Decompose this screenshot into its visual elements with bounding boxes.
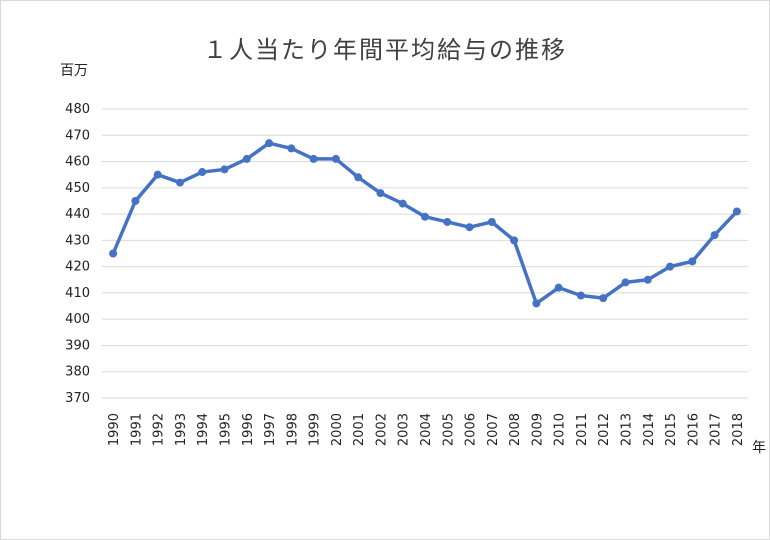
y-tick-label: 420 bbox=[65, 260, 90, 275]
data-point bbox=[354, 173, 363, 182]
x-tick-label: 2005 bbox=[441, 413, 456, 446]
x-tick-label: 2014 bbox=[642, 413, 657, 446]
data-point bbox=[576, 291, 585, 300]
data-point bbox=[688, 257, 697, 266]
y-tick-label: 470 bbox=[65, 128, 90, 143]
data-point bbox=[198, 168, 207, 177]
data-point bbox=[398, 199, 407, 208]
data-point bbox=[242, 154, 251, 163]
data-point bbox=[510, 236, 519, 245]
y-tick-label: 370 bbox=[65, 391, 90, 406]
data-point bbox=[465, 223, 474, 232]
data-point bbox=[309, 154, 318, 163]
x-tick-label: 2010 bbox=[553, 413, 568, 446]
x-tick-label: 1998 bbox=[285, 413, 300, 446]
x-tick-label: 1995 bbox=[219, 413, 234, 446]
x-tick-label: 1997 bbox=[263, 413, 278, 446]
x-tick-label: 2016 bbox=[686, 413, 701, 446]
chart-title: １人当たり年間平均給与の推移 bbox=[203, 36, 567, 64]
data-point bbox=[599, 294, 608, 303]
data-point bbox=[331, 154, 340, 163]
x-tick-label: 1996 bbox=[241, 413, 256, 446]
y-tick-label: 380 bbox=[65, 365, 90, 380]
x-tick-label: 1993 bbox=[174, 413, 189, 446]
data-point bbox=[443, 217, 452, 226]
x-tick-label: 2003 bbox=[397, 413, 412, 446]
data-point bbox=[487, 217, 496, 226]
y-axis-ticks: 370 380 390 400 410 420 430 440 450 460 470 480 bbox=[65, 102, 90, 406]
y-tick-label: 430 bbox=[65, 233, 90, 248]
data-point bbox=[732, 207, 741, 216]
y-tick-label: 450 bbox=[65, 181, 90, 196]
x-tick-label: 2012 bbox=[597, 413, 612, 446]
data-point bbox=[554, 283, 563, 292]
data-point bbox=[710, 231, 719, 240]
data-point bbox=[287, 144, 296, 153]
series-line bbox=[111, 141, 739, 306]
data-point bbox=[421, 212, 429, 221]
x-tick-label: 2018 bbox=[731, 413, 746, 446]
x-tick-label: 2013 bbox=[619, 413, 634, 446]
y-tick-label: 460 bbox=[65, 155, 90, 170]
x-tick-label: 1999 bbox=[308, 413, 323, 446]
data-point bbox=[621, 278, 630, 287]
x-tick-label: 2017 bbox=[709, 413, 724, 446]
x-tick-label: 1992 bbox=[152, 413, 167, 446]
x-tick-label: 2000 bbox=[330, 413, 345, 446]
y-tick-label: 440 bbox=[65, 207, 90, 222]
y-tick-label: 390 bbox=[65, 338, 90, 353]
x-axis-unit-label: 年 bbox=[752, 440, 766, 456]
data-point bbox=[153, 170, 162, 179]
x-tick-label: 1990 bbox=[107, 413, 122, 446]
x-tick-label: 2002 bbox=[374, 413, 389, 446]
x-tick-label: 2001 bbox=[352, 413, 367, 446]
data-point bbox=[643, 275, 652, 284]
data-point bbox=[376, 189, 385, 198]
y-tick-label: 400 bbox=[65, 312, 90, 327]
x-tick-label: 2004 bbox=[419, 413, 434, 446]
x-tick-label: 2009 bbox=[530, 413, 545, 446]
data-point bbox=[265, 139, 274, 148]
x-tick-label: 2011 bbox=[575, 413, 590, 446]
y-tick-label: 410 bbox=[65, 286, 90, 301]
y-tick-label: 480 bbox=[65, 102, 90, 117]
series-layer bbox=[109, 139, 741, 308]
gridlines bbox=[102, 108, 748, 399]
x-tick-label: 2015 bbox=[664, 413, 679, 446]
x-tick-label: 2007 bbox=[486, 413, 501, 446]
x-tick-label: 2008 bbox=[508, 413, 523, 446]
x-tick-label: 1994 bbox=[196, 413, 211, 446]
data-point bbox=[131, 196, 140, 205]
data-point bbox=[532, 299, 541, 308]
x-axis-ticks: 1990 1991 1992 1993 1994 1995 1996 1997 1998 1999… bbox=[107, 413, 746, 446]
data-point bbox=[220, 165, 229, 174]
x-tick-label: 1991 bbox=[129, 413, 144, 446]
data-point bbox=[666, 262, 675, 271]
data-point bbox=[109, 249, 118, 258]
y-axis-unit-label: 百万 bbox=[60, 63, 88, 79]
x-tick-label: 2006 bbox=[464, 413, 479, 446]
data-point bbox=[175, 178, 184, 187]
